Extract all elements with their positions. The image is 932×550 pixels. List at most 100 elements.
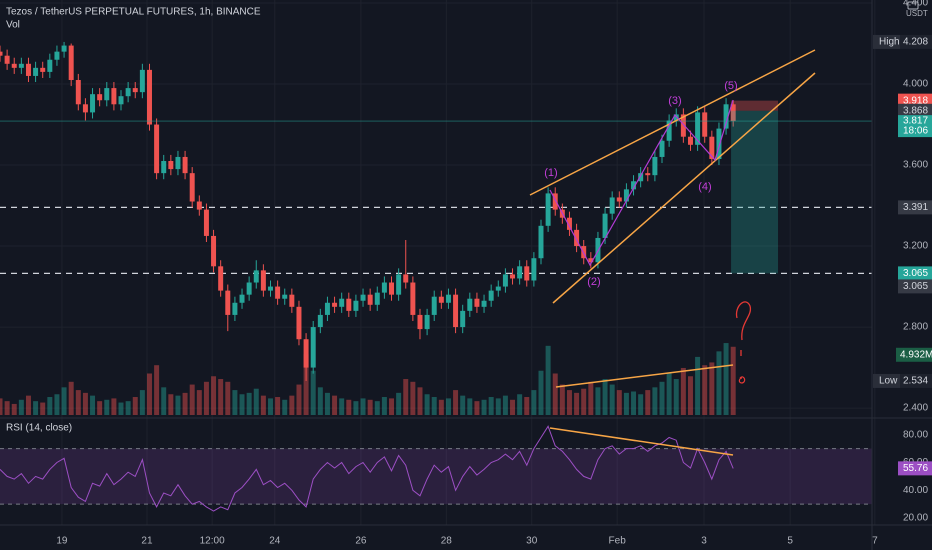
x-tick-label: 28	[441, 536, 453, 547]
candle-body	[75, 79, 81, 105]
low-value-box	[900, 373, 932, 388]
candle-body	[154, 124, 160, 174]
x-tick-label: 21	[141, 536, 153, 547]
countdown: 18:06	[903, 126, 928, 137]
candle-body	[495, 286, 501, 291]
volume-bar	[303, 354, 309, 415]
volume-bar	[552, 373, 558, 415]
candle-body	[125, 88, 131, 97]
volume-bar	[709, 362, 715, 415]
candle-body	[239, 294, 245, 303]
candle-body	[97, 94, 103, 101]
x-tick-label: 7	[872, 536, 878, 547]
volume-bar	[47, 397, 53, 415]
candle-body	[175, 156, 181, 170]
x-tick-label: 3	[701, 536, 707, 547]
candle-body	[431, 296, 437, 315]
candle-body	[4, 55, 10, 64]
candle-body	[203, 209, 209, 236]
candle-body	[161, 161, 167, 174]
candle-body	[566, 217, 572, 230]
candle-body	[424, 314, 430, 330]
candle-body	[538, 225, 544, 259]
candle-body	[289, 294, 295, 307]
y-tick-label: 2.800	[903, 322, 928, 333]
x-tick-label: 19	[56, 536, 68, 547]
volume-bar	[481, 399, 487, 415]
volume-label-box	[896, 347, 932, 362]
volume-bar	[531, 390, 537, 415]
axis-layer: 4.400 4.000 3.600 3.200 2.800 2.400 19 21 12:00 2…	[56, 0, 932, 547]
volume-bar	[332, 395, 338, 415]
volume-bar	[687, 376, 693, 415]
candle-body	[638, 173, 644, 182]
candle-body	[33, 67, 39, 76]
level-label: 3.065	[903, 268, 928, 279]
wave-label: (5)	[724, 80, 737, 92]
volume-bar	[260, 395, 266, 415]
entry-label-box	[898, 103, 932, 118]
volume-title: Vol	[6, 20, 20, 31]
volume-bar	[702, 365, 708, 415]
candle-body	[709, 136, 715, 159]
candle-body	[730, 104, 736, 122]
volume-bar	[666, 373, 672, 415]
volume-bar	[566, 390, 572, 415]
x-tick-label: 30	[526, 536, 538, 547]
volume-bar	[403, 379, 409, 415]
candle-body	[168, 161, 174, 170]
rsi-label: 55.76	[903, 463, 928, 474]
volume-bar	[723, 343, 729, 415]
volume-bar	[716, 351, 722, 415]
current-price-box	[898, 115, 932, 138]
volume-bar	[602, 379, 608, 415]
level-label: 3.391	[903, 202, 928, 213]
candle-body	[574, 229, 580, 247]
candle-body	[396, 274, 402, 295]
candle-body	[474, 298, 480, 307]
volume-bar	[467, 398, 473, 415]
volume-bar	[97, 401, 103, 415]
y-tick-label: 3.600	[903, 160, 928, 171]
volume-bar	[410, 381, 416, 415]
candle-body	[196, 201, 202, 210]
volume-bar	[645, 390, 651, 415]
volume-bar	[132, 397, 138, 415]
volume-bar	[431, 397, 437, 415]
candle-body	[339, 298, 345, 307]
candle-body	[211, 235, 217, 267]
price-layer	[0, 41, 872, 512]
volume-bar	[445, 398, 451, 415]
volume-bar	[90, 395, 96, 415]
candle-body	[118, 96, 124, 105]
low-value: 2.534	[903, 376, 928, 387]
question-mark	[735, 301, 752, 356]
volume-bar	[118, 402, 124, 415]
volume-bar	[196, 390, 202, 415]
volume-bar	[424, 394, 430, 415]
volume-bar	[189, 384, 195, 415]
candle-body	[275, 286, 281, 299]
rsi-tick-label: 40.00	[903, 485, 928, 496]
volume-bar	[317, 387, 323, 415]
rsi-trendline	[549, 427, 734, 456]
candle-body	[218, 266, 224, 291]
volume-bar	[40, 402, 46, 415]
rsi-title: RSI (14, close)	[6, 423, 72, 434]
high-tag-box	[873, 34, 900, 49]
position-risk	[731, 100, 779, 111]
candle-body	[268, 286, 273, 291]
candle-body	[246, 282, 252, 295]
volume-bar	[417, 387, 423, 415]
candle-body	[139, 69, 145, 93]
candle-body	[602, 213, 608, 238]
y-tick-label: 2.400	[903, 403, 928, 414]
rsi-tick-label: 80.00	[903, 429, 928, 440]
candle-body	[0, 51, 3, 56]
volume-bar	[182, 392, 188, 415]
candle-body	[517, 266, 523, 279]
volume-bar	[161, 387, 167, 415]
candle-body	[324, 302, 330, 315]
volume-bar	[246, 392, 252, 415]
lock-icon[interactable]	[907, 1, 919, 10]
